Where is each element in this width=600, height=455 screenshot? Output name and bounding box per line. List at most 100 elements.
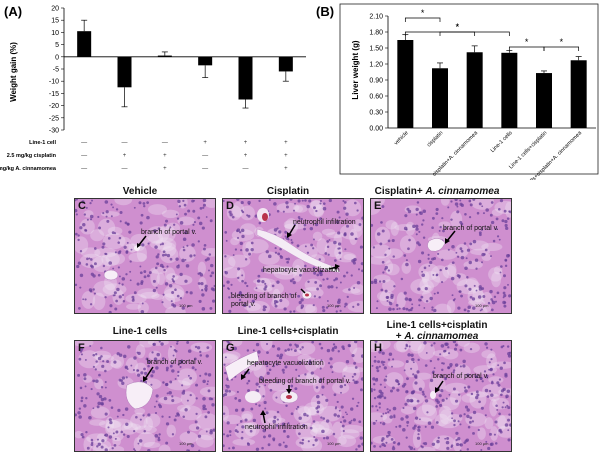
tissue-nucleus: [373, 396, 377, 400]
arrow-g-vacuolization: [242, 368, 250, 378]
tissue-cytoplasm: [165, 306, 186, 313]
annotation-g-vacuolization: hepatocyte vacuolization: [247, 360, 324, 367]
tissue-nucleus: [115, 208, 119, 211]
tissue-nucleus: [191, 229, 194, 232]
tissue-nucleus: [303, 223, 307, 227]
tissue-nucleus: [234, 248, 238, 251]
b-ytick-label: 0.60: [369, 94, 383, 101]
tissue-nucleus: [443, 349, 446, 353]
tissue-nucleus: [155, 394, 159, 398]
tissue-nucleus: [449, 363, 453, 367]
a-ytick-label: 10: [51, 30, 59, 37]
tissue-nucleus: [371, 405, 374, 408]
tissue-nucleus: [374, 378, 379, 382]
tissue-nucleus: [102, 242, 106, 246]
b-sig-bracket: [404, 17, 441, 22]
tissue-nucleus: [298, 416, 302, 420]
tissue-nucleus: [212, 428, 215, 432]
tissue-nucleus: [422, 393, 425, 396]
tissue-nucleus: [504, 219, 508, 224]
tissue-nucleus: [198, 449, 201, 451]
tissue-nucleus: [304, 373, 307, 376]
tissue-nucleus: [467, 305, 472, 310]
tissue-nucleus: [415, 227, 419, 231]
tissue-nucleus: [446, 446, 450, 450]
title-line1-cis-ac-line2: + A. cinnamomea: [367, 331, 507, 342]
tissue-nucleus: [489, 432, 492, 436]
tissue-nucleus: [331, 371, 334, 374]
tissue-nucleus: [391, 446, 396, 451]
tissue-nucleus: [150, 374, 154, 378]
tissue-nucleus: [126, 241, 129, 244]
tissue-nucleus: [451, 245, 455, 249]
tissue-nucleus: [326, 240, 330, 243]
tissue-nucleus: [454, 363, 459, 367]
tissue-nucleus: [279, 255, 282, 258]
tissue-nucleus: [238, 399, 242, 403]
lesion-d: [256, 208, 342, 300]
tissue-nucleus: [423, 341, 427, 345]
tissue-nucleus: [103, 397, 107, 401]
tissue-nucleus: [101, 439, 105, 443]
tissue-cytoplasm: [261, 264, 285, 275]
tissue-nucleus: [223, 444, 225, 448]
tissue-nucleus: [451, 261, 455, 265]
b-bar: [536, 73, 552, 128]
tissue-nucleus: [342, 274, 346, 278]
tissue-nucleus: [98, 373, 101, 377]
tissue-nucleus: [240, 228, 245, 233]
tissue-nucleus: [193, 221, 196, 224]
tissue-nucleus: [250, 247, 254, 252]
tissue-nucleus: [441, 368, 444, 372]
tissue-nucleus: [116, 287, 120, 292]
tissue-nucleus: [258, 385, 261, 388]
tissue-nucleus: [112, 206, 114, 209]
tissue-nucleus: [139, 418, 142, 421]
tissue-nucleus: [344, 411, 347, 414]
tissue-cytoplasm: [494, 200, 511, 214]
tissue-nucleus: [174, 349, 178, 353]
title-cisplatin-ac-prefix: Cisplatin+: [374, 186, 426, 197]
tissue-nucleus: [497, 207, 501, 211]
tissue-cytoplasm: [223, 266, 241, 279]
tissue-nucleus: [320, 346, 324, 350]
tissue-nucleus: [241, 234, 245, 239]
tissue-nucleus: [157, 436, 161, 439]
tissue-nucleus: [243, 303, 247, 308]
tissue-nucleus: [329, 357, 333, 361]
tissue-nucleus: [387, 430, 391, 435]
tissue-nucleus: [453, 347, 458, 351]
tissue-cytoplasm: [331, 361, 348, 373]
lesion-c: [103, 235, 147, 281]
tissue-nucleus: [126, 434, 130, 439]
tissue-nucleus: [429, 359, 433, 363]
tissue-cytoplasm: [258, 251, 280, 265]
tissue-cytoplasm: [109, 418, 134, 431]
tissue-nucleus: [246, 349, 250, 352]
a-row-sign: +: [284, 153, 288, 159]
tissue-nucleus: [146, 215, 150, 220]
b-sig-star: *: [456, 22, 460, 32]
tissue-nucleus: [385, 412, 387, 415]
tissue-nucleus: [407, 353, 411, 357]
tissue-nucleus: [202, 404, 206, 409]
tissue-nucleus: [471, 420, 475, 423]
tissue-nucleus: [121, 381, 125, 385]
tissue-nucleus: [450, 200, 453, 203]
tissue-nucleus: [173, 418, 177, 422]
tissue-nucleus: [100, 346, 103, 350]
tissue-nucleus: [159, 263, 164, 268]
tissue-cytoplasm: [166, 273, 179, 281]
tissue-cytoplasm: [433, 303, 452, 313]
tissue-cytoplasm: [312, 231, 323, 241]
tissue-nucleus: [503, 209, 507, 213]
tissue-nucleus: [86, 257, 89, 261]
tissue-nucleus: [271, 284, 275, 288]
a-row-sign: +: [163, 153, 167, 159]
tissue-nucleus: [163, 396, 168, 401]
tissue-nucleus: [225, 348, 228, 351]
tissue-nucleus: [292, 280, 296, 285]
tissue-nucleus: [391, 365, 393, 368]
tissue-nucleus: [498, 412, 501, 416]
tissue-nucleus: [382, 279, 386, 283]
